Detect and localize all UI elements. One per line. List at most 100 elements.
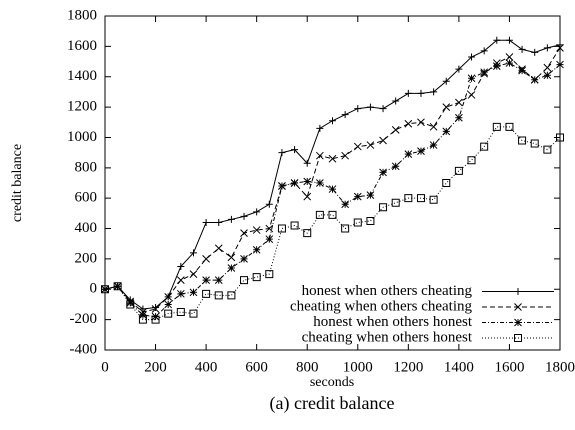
y-tick-label: 200 [75,250,98,266]
legend-label: cheating when others honest [302,329,473,345]
marker [442,127,451,136]
marker [505,122,514,131]
marker [240,276,249,285]
legend-label: honest when others cheating [302,283,473,299]
marker [113,282,122,291]
marker [531,48,539,56]
marker [417,147,425,155]
marker [391,198,400,207]
marker [265,200,273,208]
marker [556,133,564,142]
y-axis-label: credit balance [10,144,25,222]
marker [442,77,450,85]
legend-label: honest when others honest [313,314,473,330]
marker [265,270,274,279]
marker [177,263,185,270]
marker [492,122,501,131]
marker [518,136,527,145]
marker [303,192,312,201]
marker [404,119,413,128]
marker [556,60,564,69]
series [101,44,564,316]
marker [227,264,236,272]
marker [240,212,248,220]
marker [455,113,463,122]
marker [454,166,463,175]
marker [290,221,299,230]
marker [480,68,489,77]
marker [316,179,324,187]
marker [430,88,438,96]
series [101,36,564,313]
marker [277,224,286,233]
x-tick-label: 1800 [545,359,575,375]
marker [514,303,522,311]
marker [429,141,438,149]
marker [442,179,451,187]
x-tick-label: 800 [296,359,319,375]
marker [505,53,514,61]
marker [341,151,349,160]
marker [467,156,476,165]
marker [126,299,135,307]
marker [429,122,438,131]
marker [303,159,311,167]
marker [467,91,476,99]
marker [493,36,501,44]
marker [354,105,362,113]
marker [265,235,274,244]
marker [530,139,539,148]
y-tick-label: 1000 [67,129,97,145]
legend-label: cheating when others cheating [290,298,473,314]
marker [214,244,223,253]
marker [492,62,501,70]
marker [291,146,299,154]
x-tick-label: 1000 [343,359,373,375]
series-line [104,47,561,313]
marker [505,36,513,44]
marker [227,291,236,300]
marker [341,224,350,233]
marker [543,71,552,80]
marker [214,291,223,300]
marker [164,293,173,301]
marker [290,179,299,187]
marker [514,288,522,295]
marker [480,142,489,151]
marker [176,308,185,317]
marker [518,66,526,75]
marker [455,98,463,107]
marker [329,117,336,125]
y-tick-label: 400 [75,220,98,236]
marker [379,168,387,177]
marker [417,89,425,97]
marker [416,194,425,203]
x-tick-label: 0 [101,359,109,375]
marker [379,105,387,113]
marker [404,89,412,97]
marker [252,273,261,282]
marker [417,118,425,127]
x-tick-label: 1600 [494,359,524,375]
marker [252,245,261,254]
y-tick-label: 1200 [67,99,97,115]
series [101,59,564,321]
marker [392,97,400,105]
marker [278,182,286,190]
marker [315,210,324,219]
marker [202,289,211,298]
marker [101,285,109,294]
marker [530,75,539,84]
marker [316,151,324,160]
marker [455,65,463,73]
marker [202,255,210,263]
marker [164,300,173,309]
marker [240,229,248,237]
x-axis-label: seconds [310,375,354,390]
marker [480,47,488,55]
marker [101,285,109,294]
marker [366,216,375,225]
marker [126,300,135,309]
marker [543,44,551,52]
